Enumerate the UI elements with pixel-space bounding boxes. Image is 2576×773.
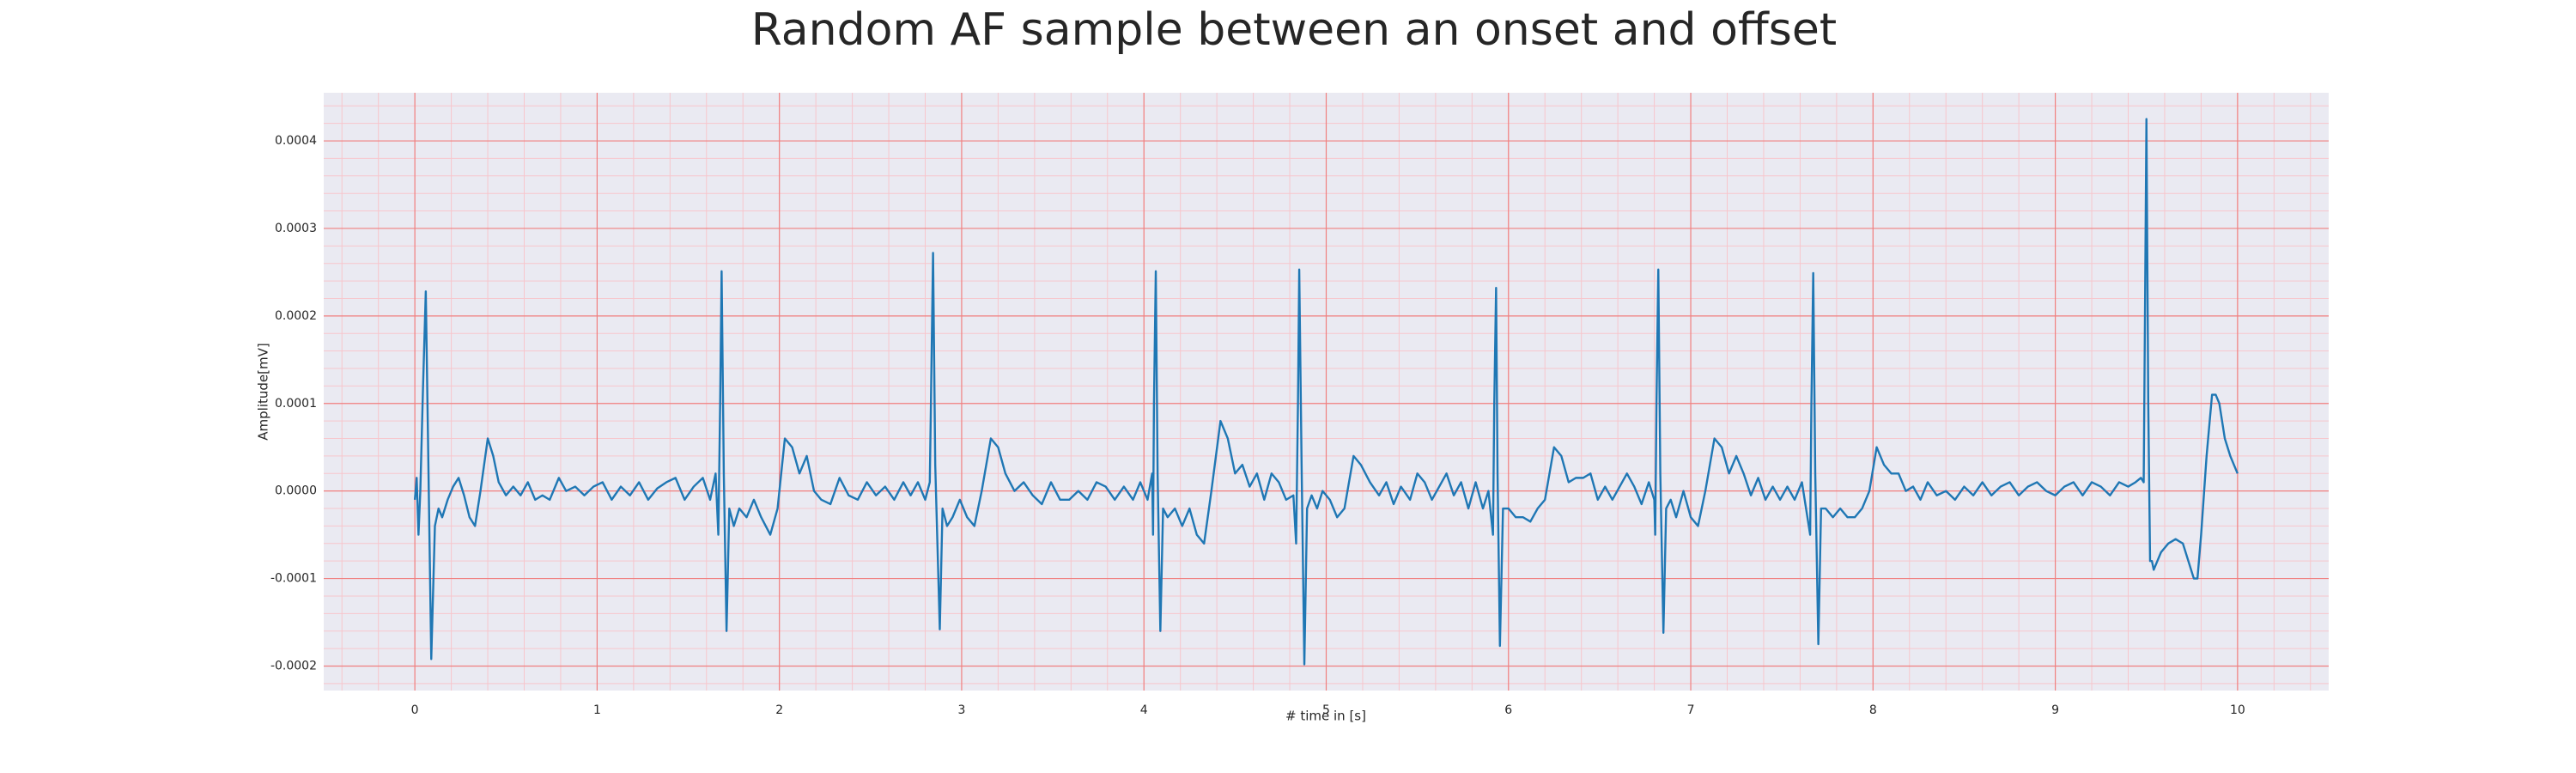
x-tick-label: 2	[775, 703, 783, 717]
y-axis-label: Amplitude[mV]	[256, 343, 271, 440]
x-tick-label: 9	[2051, 703, 2059, 717]
x-tick-label: 8	[1869, 703, 1877, 717]
y-tick-label: 0.0002	[275, 309, 317, 323]
x-tick-label: 1	[593, 703, 601, 717]
y-tick-label: 0.0000	[275, 484, 317, 498]
x-tick-label: 7	[1687, 703, 1695, 717]
y-tick-label: -0.0001	[270, 572, 317, 586]
x-tick-label: 0	[411, 703, 419, 717]
chart-title: Random AF sample between an onset and of…	[751, 4, 1837, 56]
ecg-line	[413, 118, 2239, 666]
x-tick-label: 6	[1504, 703, 1512, 717]
grid	[324, 93, 2329, 691]
y-tick-label: -0.0002	[270, 659, 317, 673]
x-tick-label: 3	[957, 703, 965, 717]
y-tick-label: 0.0001	[275, 397, 317, 411]
x-tick-label: 10	[2230, 703, 2245, 717]
x-tick-label: 5	[1322, 703, 1330, 717]
x-axis-label: # time in [s]	[1285, 709, 1366, 724]
x-tick-label: 4	[1140, 703, 1148, 717]
y-tick-label: 0.0004	[275, 134, 317, 148]
y-tick-label: 0.0003	[275, 222, 317, 235]
